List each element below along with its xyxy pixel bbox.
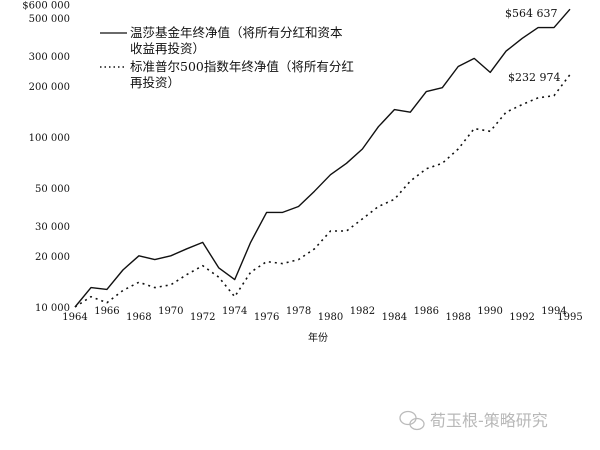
y-tick-label: 20 000 [35, 252, 70, 263]
y-tick-label: 500 000 [29, 14, 70, 25]
x-tick-label: 1984 [382, 312, 407, 323]
x-tick-label: 1990 [477, 306, 502, 317]
x-axis-ticks: 1964 1966 1968 1970 1972 1974 1976 1978 1980 1982… [62, 306, 582, 323]
x-tick-label: 1988 [445, 312, 470, 323]
y-tick-label: 30 000 [35, 222, 70, 233]
legend-label-sp500-1: 标准普尔500指数年终净值（将所有分红 [130, 59, 354, 74]
y-tick-label: 10 000 [35, 303, 70, 314]
sp500-end-label: $232 974 [508, 71, 561, 84]
x-tick-label: 1995 [557, 312, 582, 323]
y-tick-label: 100 000 [29, 133, 70, 144]
series-line-sp500 [74, 74, 571, 308]
legend-label-windsor-1: 温莎基金年终净值（将所有分红和资本 [130, 25, 343, 40]
x-tick-label: 1978 [286, 306, 311, 317]
wechat-icon [399, 410, 425, 431]
x-axis-label: 年份 [308, 331, 328, 344]
y-axis-ticks: $600 000 500 000 300 000 200 000 100 000 50 0… [22, 1, 70, 314]
x-tick-label: 1980 [318, 312, 343, 323]
x-tick-label: 1992 [509, 312, 534, 323]
windsor-end-label: $564 637 [505, 7, 558, 20]
legend-label-sp500-2: 再投资） [130, 75, 180, 90]
x-tick-label: 1982 [350, 306, 375, 317]
x-tick-label: 1968 [126, 312, 151, 323]
legend: 温莎基金年终净值（将所有分红和资本 收益再投资） 标准普尔500指数年终净值（将… [100, 25, 354, 90]
y-tick-label: 300 000 [29, 52, 70, 63]
y-tick-label: $600 000 [22, 1, 70, 12]
x-tick-label: 1974 [222, 306, 247, 317]
x-tick-label: 1976 [254, 312, 279, 323]
y-tick-label: 50 000 [35, 184, 70, 195]
x-tick-label: 1986 [414, 306, 439, 317]
series-group [74, 8, 571, 308]
watermark: 荀玉根-策略研究 [399, 410, 548, 431]
series-line-windsor [74, 8, 571, 308]
x-tick-label: 1972 [190, 312, 215, 323]
x-tick-label: 1964 [62, 312, 87, 323]
legend-label-windsor-2: 收益再投资） [130, 41, 205, 56]
x-tick-label: 1994 [541, 306, 566, 317]
x-tick-label: 1970 [158, 306, 183, 317]
watermark-text: 荀玉根-策略研究 [430, 411, 548, 430]
x-tick-label: 1966 [94, 306, 119, 317]
y-tick-label: 200 000 [29, 82, 70, 93]
